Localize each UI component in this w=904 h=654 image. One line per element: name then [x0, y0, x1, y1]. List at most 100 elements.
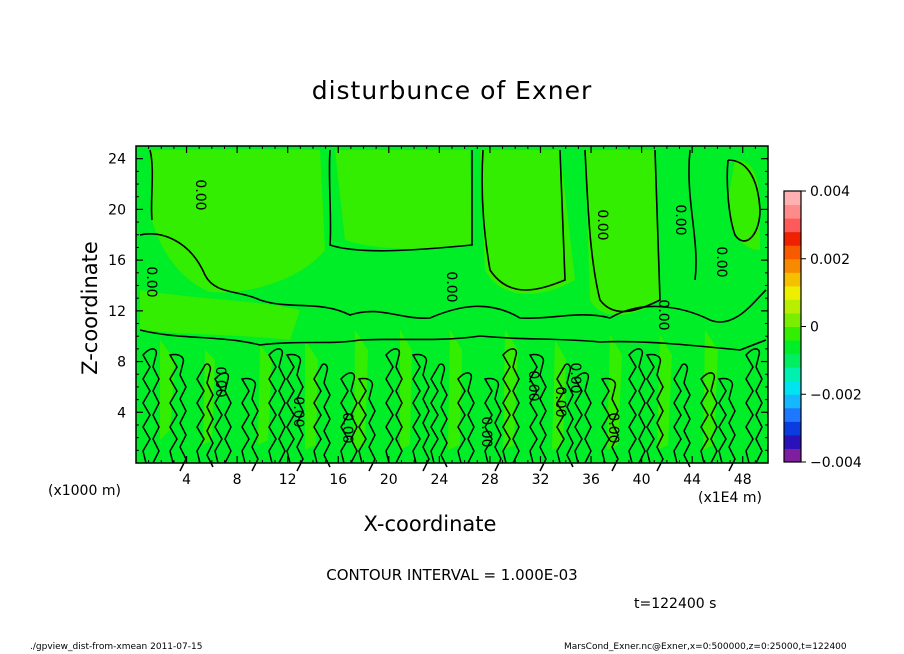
contour-line — [149, 149, 154, 221]
contour-line — [574, 372, 592, 464]
contour-line — [556, 363, 574, 468]
x-tick-label: 36 — [582, 472, 600, 488]
contour-line — [268, 348, 286, 464]
colorbar-segment — [784, 380, 801, 395]
zero-region — [140, 290, 300, 340]
contour-line — [502, 348, 520, 464]
contour-label: 0.00 — [672, 204, 688, 235]
colorbar-segment — [784, 204, 801, 219]
contour-line — [628, 348, 646, 464]
contour-line — [584, 149, 661, 313]
contour-line — [214, 372, 232, 464]
contour-label: 0.00 — [605, 412, 621, 443]
contour-label: 0.00 — [655, 299, 671, 330]
colorbar-segment — [784, 394, 801, 409]
contour-line — [340, 372, 358, 464]
x-unit-left: (x1000 m) — [48, 483, 121, 499]
contour-line — [700, 372, 718, 464]
contour-label: 0.00 — [143, 266, 159, 297]
zero-region — [728, 160, 760, 250]
zero-region — [258, 345, 272, 445]
colorbar-segment — [784, 434, 801, 449]
contour-line — [688, 149, 697, 281]
x-tick-label: 4 — [182, 472, 191, 488]
zero-region — [585, 150, 660, 315]
x-tick-label: 16 — [329, 472, 347, 488]
y-tick-label: 8 — [117, 355, 126, 371]
colorbar-segment — [784, 299, 801, 314]
colorbar-label: −0.002 — [810, 387, 862, 403]
zero-region — [448, 330, 462, 450]
x-tick-label: 8 — [233, 472, 242, 488]
contour-line — [285, 353, 304, 472]
zero-region — [160, 340, 175, 440]
x-tick-label: 28 — [481, 472, 499, 488]
contour-line — [313, 363, 331, 468]
zero-region — [335, 150, 472, 249]
colorbar-segment — [784, 312, 801, 327]
y-tick-label: 20 — [108, 202, 126, 218]
contour-label: 0.00 — [713, 246, 729, 277]
colorbar-segment — [784, 353, 801, 368]
x-unit-right: (x1E4 m) — [698, 490, 762, 506]
contour-line — [139, 329, 767, 351]
colorbar-segment — [784, 218, 801, 233]
colorbar-segment — [784, 448, 801, 463]
contour-label: 0.00 — [443, 271, 459, 302]
colorbar-segment — [784, 326, 801, 341]
zero-region — [354, 330, 368, 450]
footer-left: ./gpview_dist-from-xmean 2011-07-15 — [30, 642, 203, 652]
colorbar-segment — [784, 367, 801, 382]
contour-line — [328, 149, 473, 252]
contour-line — [528, 353, 547, 472]
contour-line — [357, 377, 376, 472]
y-tick-label: 16 — [108, 253, 126, 269]
x-tick-label: 40 — [633, 472, 651, 488]
contour-label: 0.00 — [212, 366, 228, 397]
y-tick-label: 4 — [117, 405, 126, 421]
colorbar-segment — [784, 272, 801, 287]
contour-line — [142, 348, 160, 464]
contour-line — [168, 353, 187, 472]
zero-region — [305, 340, 318, 450]
contour-line — [385, 348, 403, 464]
y-tick-label: 12 — [108, 304, 126, 320]
zero-region — [480, 150, 575, 294]
zero-region — [657, 335, 672, 450]
colorbar-segment — [784, 231, 801, 246]
x-tick-label: 48 — [734, 472, 752, 488]
x-axis-label: X-coordinate — [363, 512, 497, 536]
contour-label: 0.00 — [339, 412, 355, 443]
contour-line — [481, 149, 566, 291]
contour-line — [673, 363, 691, 468]
contour-label: 0.00 — [552, 386, 568, 417]
x-tick-label: 44 — [683, 472, 701, 488]
contour-line — [430, 363, 448, 468]
contour-line — [240, 377, 259, 472]
x-tick-label: 20 — [380, 472, 398, 488]
x-tick-label: 32 — [532, 472, 550, 488]
contour-label: 0.00 — [192, 179, 208, 210]
colorbar-label: 0 — [810, 320, 819, 336]
colorbar-segment — [784, 421, 801, 436]
x-tick-label: 24 — [430, 472, 448, 488]
contour-line — [139, 233, 767, 323]
zero-region — [400, 330, 412, 450]
zero-region — [552, 340, 566, 450]
contour-line — [645, 353, 664, 472]
y-tick-label: 24 — [108, 152, 126, 168]
colorbar-segment — [784, 245, 801, 260]
contour-line — [483, 377, 502, 472]
chart-title: disturbunce of Exner — [311, 76, 593, 105]
colorbar-segment — [784, 258, 801, 273]
contour-label: 0.00 — [478, 416, 494, 447]
colorbar-segment — [784, 191, 801, 206]
contour-line — [411, 353, 430, 472]
contour-label: 0.00 — [525, 370, 541, 401]
colorbar-segment — [784, 340, 801, 355]
x-tick-label: 12 — [279, 472, 297, 488]
contour-line — [600, 377, 619, 472]
colorbar-segment — [784, 285, 801, 300]
contour-label: 0.00 — [594, 209, 610, 240]
